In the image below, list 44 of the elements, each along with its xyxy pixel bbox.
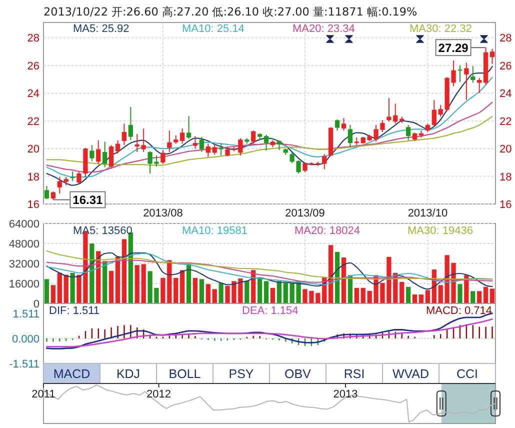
text: MA30: 19436: [408, 225, 473, 237]
text: DIF: 1.511: [49, 305, 100, 317]
series-label: MA5: 13560: [73, 225, 132, 237]
y-tick-label: 28: [27, 32, 40, 45]
y2-tick-label: 18: [500, 171, 512, 184]
series-label: MACD: 0.714: [426, 305, 492, 317]
text: MA10: 19581: [182, 225, 248, 237]
y2-tick-label: 26: [500, 60, 512, 72]
x-tick-label: 2013/08: [143, 208, 183, 220]
x-tick-label: 2011: [32, 388, 56, 400]
x-tick-label: 2013: [333, 388, 358, 400]
y-tick-label: 24: [27, 88, 40, 100]
y-tick-label: 16: [27, 199, 40, 211]
chart-title: 2013/10/22 开:26.60 高:27.20 低:26.10 收:27.00 量:11871 幅:0.19%: [44, 6, 418, 18]
y-tick-label: 26: [27, 60, 40, 72]
y2-tick-label: 24: [500, 88, 512, 100]
y-tick-label: 22: [27, 116, 40, 128]
annotation: 27.29: [438, 41, 469, 56]
y-tick-label: 18: [27, 171, 40, 184]
tab-button: CCI: [438, 363, 496, 384]
y2-tick-label: 22: [500, 116, 512, 128]
y-tick-label: 0: [33, 298, 40, 310]
text: MA30: 22.32: [410, 23, 472, 35]
y-tick-label: 20: [27, 144, 40, 156]
y-tick-label: 64000: [8, 218, 40, 230]
text: MA20: 18024: [294, 225, 360, 237]
y2-tick-label: 16: [500, 199, 512, 211]
tab-button: MACD: [43, 363, 100, 384]
series-label: DEA: 1.154: [242, 305, 298, 317]
text: MA5: 25.92: [73, 23, 130, 35]
annotation: 16.31: [72, 193, 104, 208]
y-tick-label: 16000: [8, 278, 40, 290]
x-tick-label: 2012: [146, 388, 172, 400]
x-tick-label: 2013/09: [285, 208, 325, 220]
y2-tick-label: 28: [500, 32, 512, 45]
text: MA10: 25.14: [182, 23, 244, 35]
text: MA20: 23.34: [292, 23, 355, 35]
y-tick-label: 1.511: [12, 308, 40, 320]
x-tick-label: 2013/10: [408, 208, 448, 220]
y-tick-label: -1.511: [9, 358, 40, 370]
y2-tick-label: 20: [500, 144, 512, 156]
y-tick-label: 0.000: [12, 333, 40, 346]
y-tick-label: 32000: [8, 258, 40, 270]
y-tick-label: 48000: [8, 238, 40, 250]
